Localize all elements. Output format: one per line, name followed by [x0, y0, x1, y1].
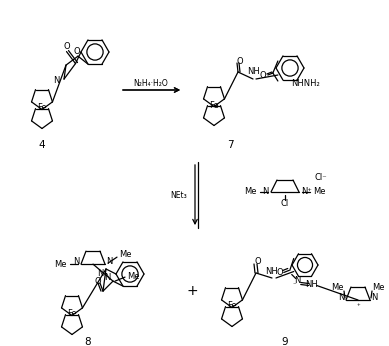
Text: O: O — [74, 47, 80, 56]
Text: N: N — [74, 257, 80, 266]
Text: Fe: Fe — [67, 310, 77, 319]
Text: 8: 8 — [85, 337, 91, 346]
Text: +: + — [186, 284, 198, 298]
Text: Me: Me — [331, 283, 344, 292]
Text: O: O — [95, 276, 101, 286]
Text: NEt₃: NEt₃ — [170, 191, 187, 200]
Text: NH: NH — [248, 67, 260, 76]
Text: Cl: Cl — [281, 200, 289, 209]
Text: 9: 9 — [282, 337, 288, 346]
Text: N: N — [98, 268, 104, 277]
Text: 7: 7 — [227, 140, 233, 150]
Text: Me: Me — [54, 260, 67, 268]
Text: 4: 4 — [39, 140, 45, 150]
Text: Me: Me — [313, 188, 326, 197]
Text: O: O — [63, 42, 70, 51]
Text: Me: Me — [119, 249, 131, 258]
Text: NHNH₂: NHNH₂ — [291, 79, 320, 88]
Text: O: O — [255, 257, 261, 266]
Text: Fe: Fe — [209, 100, 219, 109]
Text: Fe: Fe — [227, 301, 237, 310]
Text: O: O — [259, 71, 266, 80]
Text: O: O — [237, 56, 243, 65]
Text: Me: Me — [127, 272, 140, 281]
Text: N: N — [106, 257, 112, 266]
Text: N: N — [339, 292, 345, 301]
Text: N: N — [105, 273, 111, 282]
Text: ⁺: ⁺ — [356, 304, 360, 310]
Text: Fe: Fe — [37, 103, 47, 112]
Text: N⁺: N⁺ — [301, 188, 312, 197]
Text: N₂H₄·H₂O: N₂H₄·H₂O — [134, 79, 168, 88]
Text: NH: NH — [305, 280, 318, 289]
Text: N: N — [371, 292, 377, 301]
Text: Me: Me — [372, 283, 384, 292]
Text: NH: NH — [266, 266, 279, 275]
Text: N: N — [263, 188, 269, 197]
Text: ⁻: ⁻ — [293, 282, 297, 289]
Text: N: N — [294, 276, 301, 285]
Text: O: O — [277, 268, 283, 277]
Text: N: N — [54, 76, 60, 85]
Text: Cl⁻: Cl⁻ — [315, 173, 327, 182]
Text: Me: Me — [245, 188, 257, 197]
